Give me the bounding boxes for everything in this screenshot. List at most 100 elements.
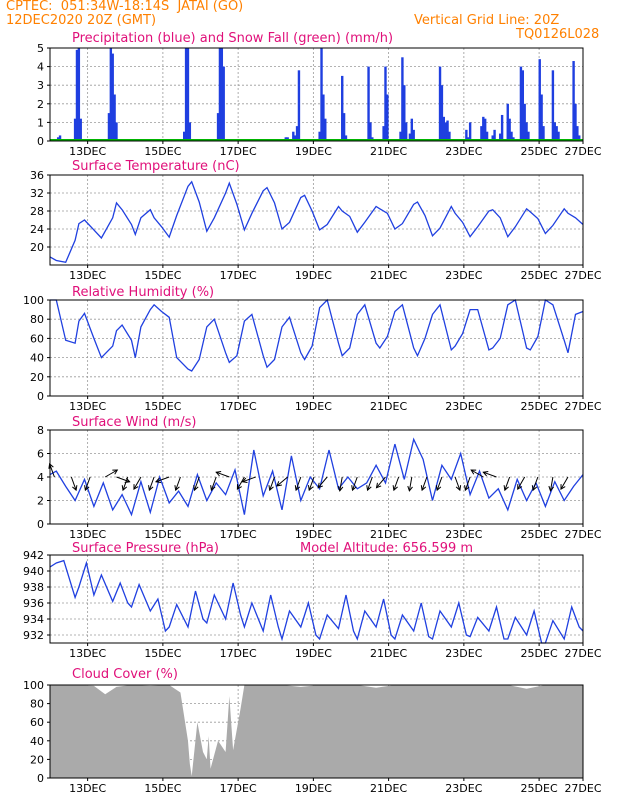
x-tick-label: 15DEC (144, 528, 181, 541)
wind-arrow (276, 476, 288, 487)
x-tick-label: 21DEC (370, 528, 407, 541)
precip-bar (519, 66, 523, 141)
y-tick-label: 32 (30, 187, 44, 200)
wind-arrow-shaft (408, 476, 413, 491)
wind-arrow-head (215, 470, 222, 477)
wind-arrow-shaft (464, 476, 471, 491)
precip-bar (553, 122, 556, 141)
precip-bar (292, 131, 295, 141)
precip-bar (293, 135, 297, 141)
precip-bar (551, 70, 555, 141)
wind-arrow (307, 476, 315, 492)
wind-arrow-shaft (133, 476, 142, 490)
model-code: TQ0126L028 (516, 27, 600, 42)
wind-arrow (148, 476, 155, 492)
x-tick-label: 19DEC (295, 528, 332, 541)
y-tick-label: 0 (37, 135, 44, 148)
precip-bar (367, 66, 370, 141)
wind-arrow (420, 476, 428, 492)
precip-bar (438, 66, 442, 141)
x-tick-label: 27DEC (564, 145, 601, 158)
wind-arrow-head (392, 485, 398, 492)
wind-arrow (435, 476, 443, 492)
wind-arrow-head (366, 485, 372, 492)
wind-arrow-shaft (393, 476, 400, 491)
precip-bar (109, 48, 113, 141)
precip-bar (295, 126, 299, 141)
x-tick-label: 27DEC (564, 528, 601, 541)
x-tick-label: 23DEC (445, 782, 482, 795)
precip-bar (58, 135, 62, 141)
x-tick-label: 25DEC (521, 145, 558, 158)
x-tick-label: 17DEC (220, 145, 257, 158)
wind-arrow-shaft (308, 476, 315, 491)
wind-arrow (155, 476, 170, 484)
x-tick-label: 21DEC (370, 145, 407, 158)
precip-bar (322, 94, 325, 141)
panel-wind: 0 2 4 6 8 13DEC 15DEC 17DEC 19DEC 21DEC 23DEC 25DEC… (37, 415, 602, 541)
precip-bar (403, 85, 406, 141)
precip-bar (404, 122, 408, 141)
y-tick-label: 100 (23, 679, 44, 692)
panel-title: Surface Wind (m/s) (72, 415, 196, 430)
wind-arrow (268, 476, 275, 492)
precip-bar (442, 116, 445, 141)
station-header: CPTEC: 051:34W-18:14S JATAI (GO) (6, 0, 244, 14)
x-tick-label: 19DEC (295, 400, 332, 413)
wind-arrow-head (193, 485, 199, 492)
wind-arrow-shaft (216, 471, 230, 478)
wind-arrow (517, 476, 526, 491)
panel-humidity: 0 20 40 60 80 100 13DEC 15DEC 17DEC 19DEC 21DEC 23D… (23, 285, 602, 413)
wind-arrow (454, 476, 462, 492)
precip-bar (218, 48, 222, 141)
panel-frame (49, 174, 584, 266)
precip-bar (297, 70, 301, 141)
wind-arrow (174, 476, 181, 492)
x-tick-label: 21DEC (370, 782, 407, 795)
wind-arrow-head (407, 485, 413, 492)
precip-bar (521, 70, 525, 141)
panel-temperature: 20 24 28 32 36 13DEC 15DEC 17DEC 19DEC 21DEC 23DEC… (30, 159, 602, 282)
wind-arrow (84, 476, 91, 492)
precip-bar (216, 113, 220, 141)
grid-note: Vertical Grid Line: 20Z (414, 13, 560, 28)
precip-bar (555, 126, 558, 141)
x-tick-label: 21DEC (370, 647, 407, 660)
wind-arrow-shaft (470, 469, 484, 478)
precip-bar (341, 75, 344, 141)
y-tick-label: 2 (37, 495, 44, 508)
precip-bar (186, 48, 190, 141)
wind-arrow-head (174, 485, 180, 492)
precip-bar (220, 48, 224, 141)
precip-bar (574, 103, 577, 141)
wind-arrow-shaft (236, 476, 245, 490)
x-tick-label: 15DEC (144, 400, 181, 413)
x-tick-label: 25DEC (521, 647, 558, 660)
precip-bar (557, 131, 560, 141)
precip-bar (401, 57, 404, 141)
wind-arrow-head (84, 485, 90, 492)
x-tick-label: 13DEC (69, 145, 106, 158)
x-tick-label: 27DEC (564, 782, 601, 795)
precip-bar (491, 135, 494, 141)
wind-arrow-shaft (339, 476, 343, 491)
wind-arrow (407, 476, 413, 492)
x-tick-label: 25DEC (521, 269, 558, 282)
precip-bar (444, 122, 447, 141)
wind-arrow (503, 476, 511, 492)
wind-arrow-shaft (148, 476, 155, 491)
precip-bar (412, 129, 415, 141)
y-tick-label: 5 (37, 42, 44, 55)
wind-arrow (470, 469, 484, 478)
precip-bar (499, 133, 502, 141)
precip-bar (538, 59, 541, 141)
wind-arrow-shaft (193, 476, 200, 491)
y-tick-label: 40 (30, 735, 44, 748)
y-tick-label: 80 (30, 313, 44, 326)
precip-bar (115, 122, 118, 141)
panel-title: Surface Pressure (hPa) (72, 541, 219, 556)
y-tick-label: 938 (23, 581, 44, 594)
wind-arrow-shaft (116, 476, 130, 483)
precip-bar (182, 131, 186, 141)
